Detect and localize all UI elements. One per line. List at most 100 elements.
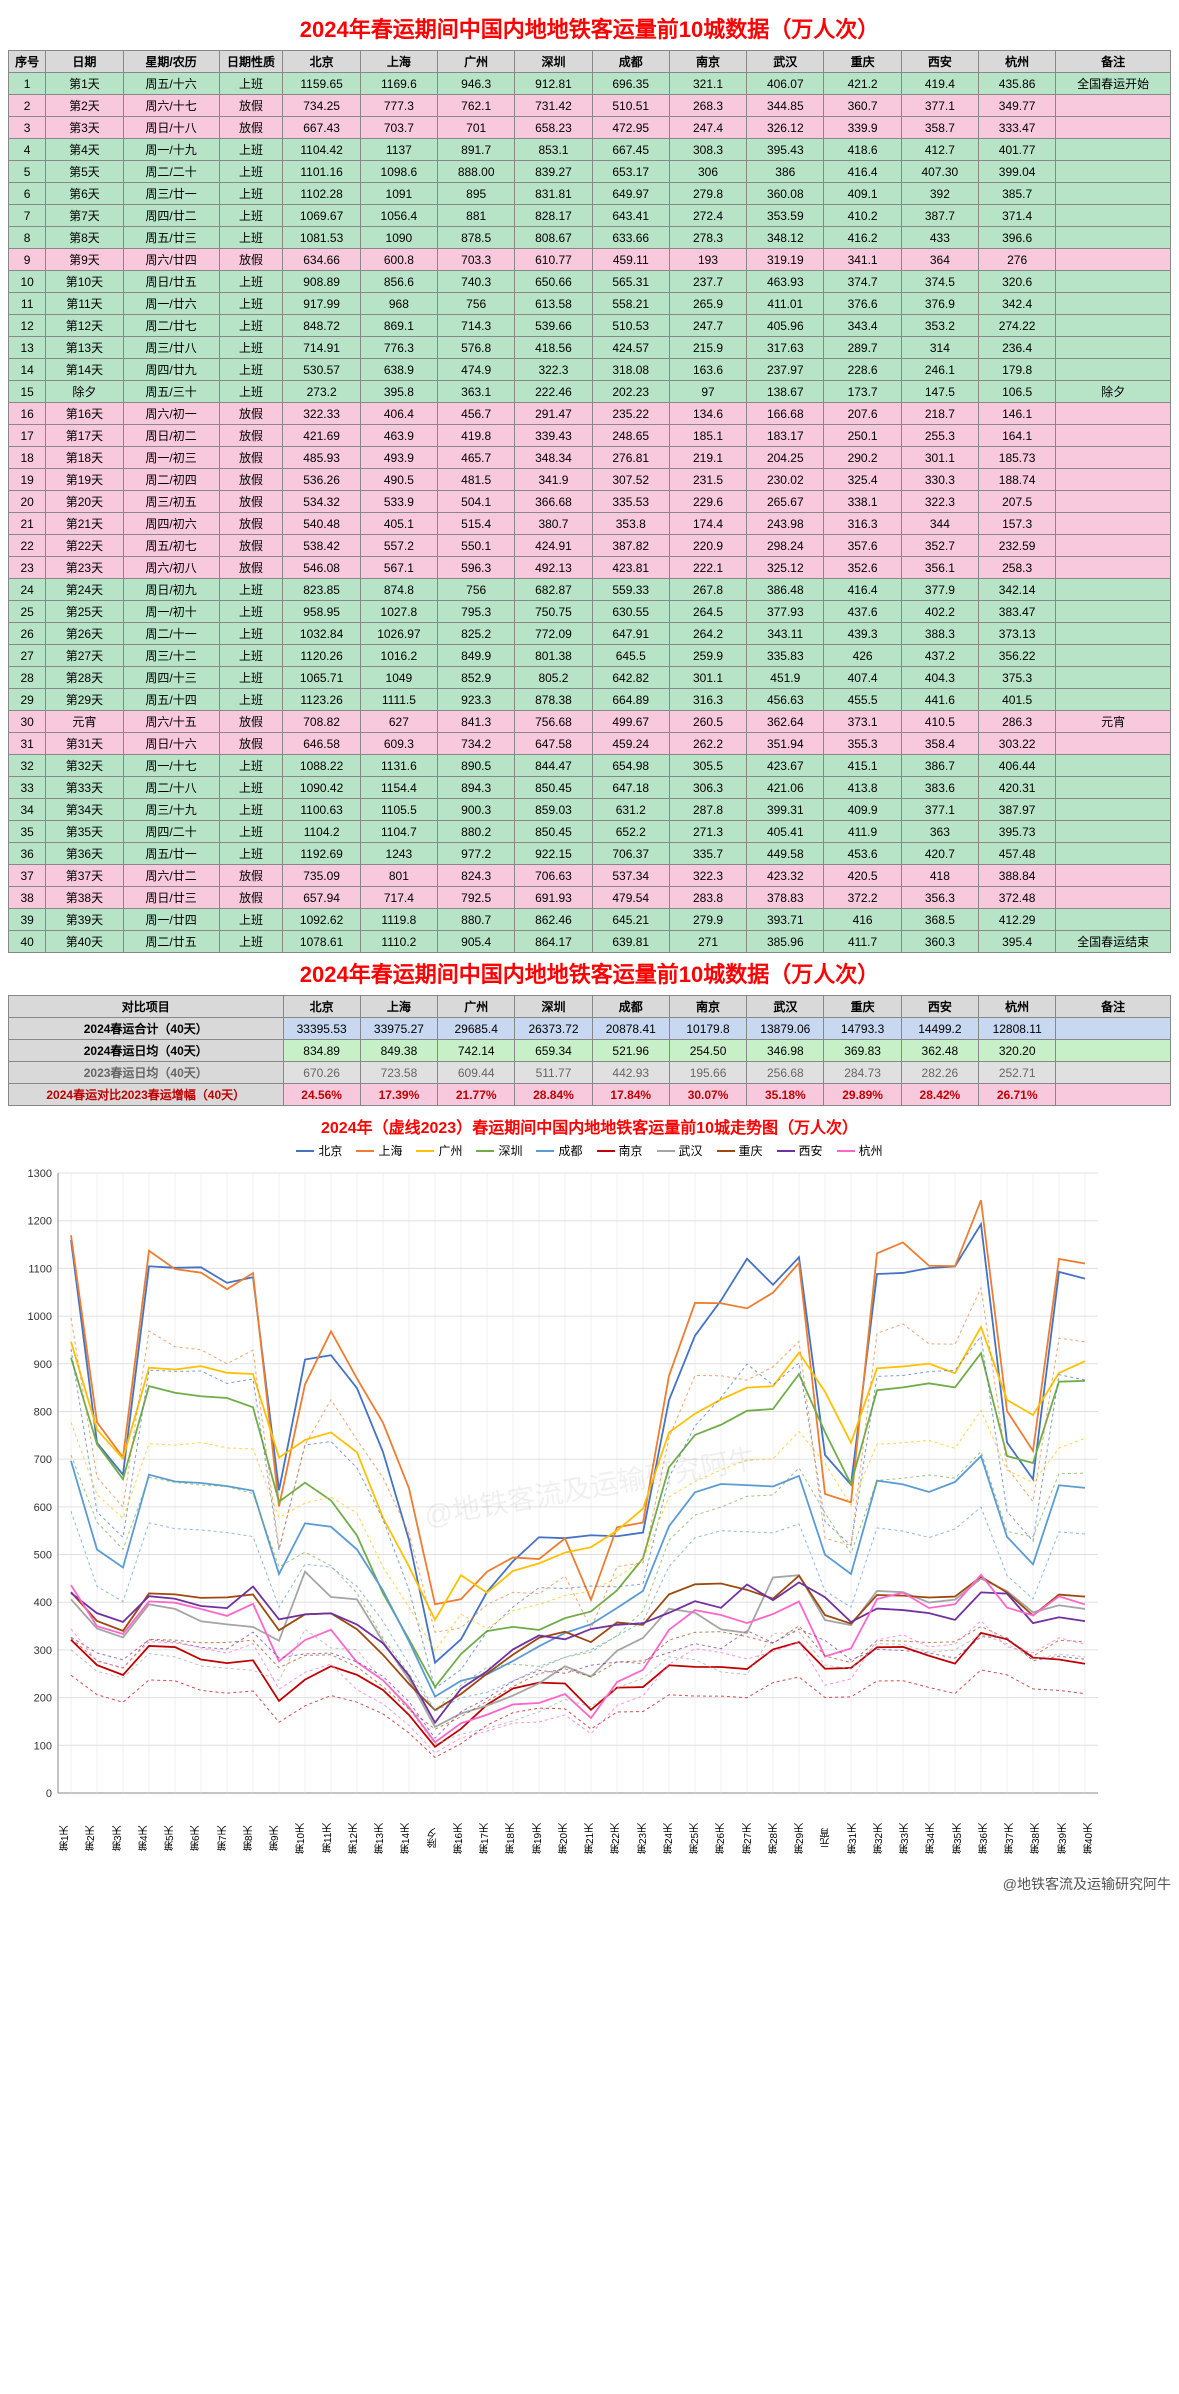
table-row: 11第11天周一/廿六上班917.99968756613.58558.21265… xyxy=(9,293,1171,315)
col-header: 广州 xyxy=(438,51,515,73)
table-row: 33第33天周二/十八上班1090.421154.4894.3850.45647… xyxy=(9,777,1171,799)
legend-item: 上海 xyxy=(356,1142,402,1159)
table-row: 37第37天周六/廿二放假735.09801824.3706.63537.343… xyxy=(9,865,1171,887)
x-axis-label: 除夕 xyxy=(426,1808,452,1870)
x-axis-label: 第21天 xyxy=(583,1808,609,1870)
table-row: 3第3天周日/十八放假667.43703.7701658.23472.95247… xyxy=(9,117,1171,139)
table-row: 2024春运对比2023春运增幅（40天）24.56%17.39%21.77%2… xyxy=(9,1084,1171,1106)
table-row: 21第21天周四/初六放假540.48405.1515.4380.7353.81… xyxy=(9,513,1171,535)
col-header: 备注 xyxy=(1056,51,1171,73)
table-row: 5第5天周二/二十上班1101.161098.6888.00839.27653.… xyxy=(9,161,1171,183)
col-header: 西安 xyxy=(901,51,978,73)
col-header: 南京 xyxy=(669,996,746,1018)
x-axis-label: 第10天 xyxy=(294,1808,320,1870)
col-header: 南京 xyxy=(669,51,746,73)
x-axis-label: 第11天 xyxy=(321,1808,347,1870)
table-row: 35第35天周四/二十上班1104.21104.7880.2850.45652.… xyxy=(9,821,1171,843)
table-row: 31第31天周日/十六放假646.58609.3734.2647.58459.2… xyxy=(9,733,1171,755)
table-row: 22第22天周五/初七放假538.42557.2550.1424.91387.8… xyxy=(9,535,1171,557)
svg-text:300: 300 xyxy=(34,1645,52,1657)
table-row: 39第39天周一/廿四上班1092.621119.8880.7862.46645… xyxy=(9,909,1171,931)
col-header: 序号 xyxy=(9,51,46,73)
svg-text:800: 800 xyxy=(34,1406,52,1418)
x-axis-label: 第32天 xyxy=(872,1808,898,1870)
legend-item: 武汉 xyxy=(657,1142,703,1159)
table-row: 9第9天周六/廿四放假634.66600.8703.3610.77459.111… xyxy=(9,249,1171,271)
table-row: 40第40天周二/廿五上班1078.611110.2905.4864.17639… xyxy=(9,931,1171,953)
col-header: 成都 xyxy=(592,51,669,73)
col-header: 杭州 xyxy=(979,996,1056,1018)
table-row: 12第12天周二/廿七上班848.72869.1714.3539.66510.5… xyxy=(9,315,1171,337)
col-header: 成都 xyxy=(592,996,669,1018)
chart-title: 2024年（虚线2023）春运期间中国内地地铁客运量前10城走势图（万人次） xyxy=(8,1114,1171,1138)
x-axis-label: 第27天 xyxy=(741,1808,767,1870)
x-axis-label: 第34天 xyxy=(924,1808,950,1870)
legend-item: 杭州 xyxy=(837,1142,883,1159)
x-axis-label: 第20天 xyxy=(557,1808,583,1870)
chart-legend: 北京上海广州深圳成都南京武汉重庆西安杭州 xyxy=(8,1142,1171,1159)
col-header: 西安 xyxy=(901,996,978,1018)
col-header: 星期/农历 xyxy=(123,51,219,73)
x-axis-label: 第8天 xyxy=(242,1808,268,1870)
col-header: 上海 xyxy=(360,51,437,73)
table-row: 2第2天周六/十七放假734.25777.3762.1731.42510.512… xyxy=(9,95,1171,117)
table-row: 38第38天周日/廿三放假657.94717.4792.5691.93479.5… xyxy=(9,887,1171,909)
legend-item: 深圳 xyxy=(476,1142,522,1159)
col-header: 重庆 xyxy=(824,996,901,1018)
svg-text:1300: 1300 xyxy=(28,1168,52,1180)
col-header: 杭州 xyxy=(979,51,1056,73)
legend-item: 南京 xyxy=(597,1142,643,1159)
table-row: 8第8天周五/廿三上班1081.531090878.5808.67633.662… xyxy=(9,227,1171,249)
col-header: 上海 xyxy=(360,996,437,1018)
table-row: 10第10天周日/廿五上班908.89856.6740.3650.66565.3… xyxy=(9,271,1171,293)
table-row: 32第32天周一/十七上班1088.221131.6890.5844.47654… xyxy=(9,755,1171,777)
x-axis-label: 第22天 xyxy=(609,1808,635,1870)
x-axis-label: 第23天 xyxy=(636,1808,662,1870)
table-row: 19第19天周二/初四放假536.26490.5481.5341.9307.52… xyxy=(9,469,1171,491)
col-header: 备注 xyxy=(1056,996,1171,1018)
table-row: 20第20天周三/初五放假534.32533.9504.1366.68335.5… xyxy=(9,491,1171,513)
legend-item: 重庆 xyxy=(717,1142,763,1159)
col-header: 日期性质 xyxy=(219,51,283,73)
table-row: 28第28天周四/十三上班1065.711049852.9805.2642.82… xyxy=(9,667,1171,689)
legend-item: 西安 xyxy=(777,1142,823,1159)
table-row: 27第27天周三/十二上班1120.261016.2849.9801.38645… xyxy=(9,645,1171,667)
table-row: 18第18天周一/初三放假485.93493.9465.7348.34276.8… xyxy=(9,447,1171,469)
table-row: 15除夕周五/三十上班273.2395.8363.1222.46202.2397… xyxy=(9,381,1171,403)
x-axis-label: 第36天 xyxy=(977,1808,1003,1870)
chart-x-axis-labels: 第1天第2天第3天第4天第5天第6天第7天第8天第9天第10天第11天第12天第… xyxy=(58,1808,1108,1870)
table-row: 25第25天周一/初十上班958.951027.8795.3750.75630.… xyxy=(9,601,1171,623)
legend-item: 成都 xyxy=(536,1142,582,1159)
svg-text:100: 100 xyxy=(34,1740,52,1752)
col-header: 对比项目 xyxy=(9,996,284,1018)
svg-text:1000: 1000 xyxy=(28,1311,52,1323)
col-header: 深圳 xyxy=(515,996,592,1018)
x-axis-label: 第25天 xyxy=(688,1808,714,1870)
table-row: 26第26天周二/十一上班1032.841026.97825.2772.0964… xyxy=(9,623,1171,645)
x-axis-label: 第29天 xyxy=(793,1808,819,1870)
x-axis-label: 第1天 xyxy=(58,1808,84,1870)
main-data-table: 序号日期星期/农历日期性质北京上海广州深圳成都南京武汉重庆西安杭州备注1第1天周… xyxy=(8,50,1171,953)
table-row: 24第24天周日/初九上班823.85874.8756682.87559.332… xyxy=(9,579,1171,601)
svg-text:600: 600 xyxy=(34,1502,52,1514)
x-axis-label: 第28天 xyxy=(767,1808,793,1870)
table-row: 7第7天周四/廿二上班1069.671056.4881828.17643.412… xyxy=(9,205,1171,227)
x-axis-label: 第40天 xyxy=(1082,1808,1108,1870)
table-row: 29第29天周五/十四上班1123.261111.5923.3878.38664… xyxy=(9,689,1171,711)
x-axis-label: 元宵 xyxy=(819,1808,845,1870)
x-axis-label: 第38天 xyxy=(1029,1808,1055,1870)
svg-text:1100: 1100 xyxy=(28,1263,52,1275)
legend-item: 北京 xyxy=(296,1142,342,1159)
table-row: 16第16天周六/初一放假322.33406.4456.7291.47235.2… xyxy=(9,403,1171,425)
table-row: 1第1天周五/十六上班1159.651169.6946.3912.81696.3… xyxy=(9,73,1171,95)
table-row: 23第23天周六/初八放假546.08567.1596.3492.13423.8… xyxy=(9,557,1171,579)
x-axis-label: 第31天 xyxy=(846,1808,872,1870)
x-axis-label: 第16天 xyxy=(452,1808,478,1870)
col-header: 北京 xyxy=(283,51,360,73)
svg-text:400: 400 xyxy=(34,1597,52,1609)
table-row: 30元宵周六/十五放假708.82627841.3756.68499.67260… xyxy=(9,711,1171,733)
x-axis-label: 第24天 xyxy=(662,1808,688,1870)
col-header: 广州 xyxy=(438,996,515,1018)
table-row: 6第6天周三/廿一上班1102.281091895831.81649.97279… xyxy=(9,183,1171,205)
legend-item: 广州 xyxy=(416,1142,462,1159)
